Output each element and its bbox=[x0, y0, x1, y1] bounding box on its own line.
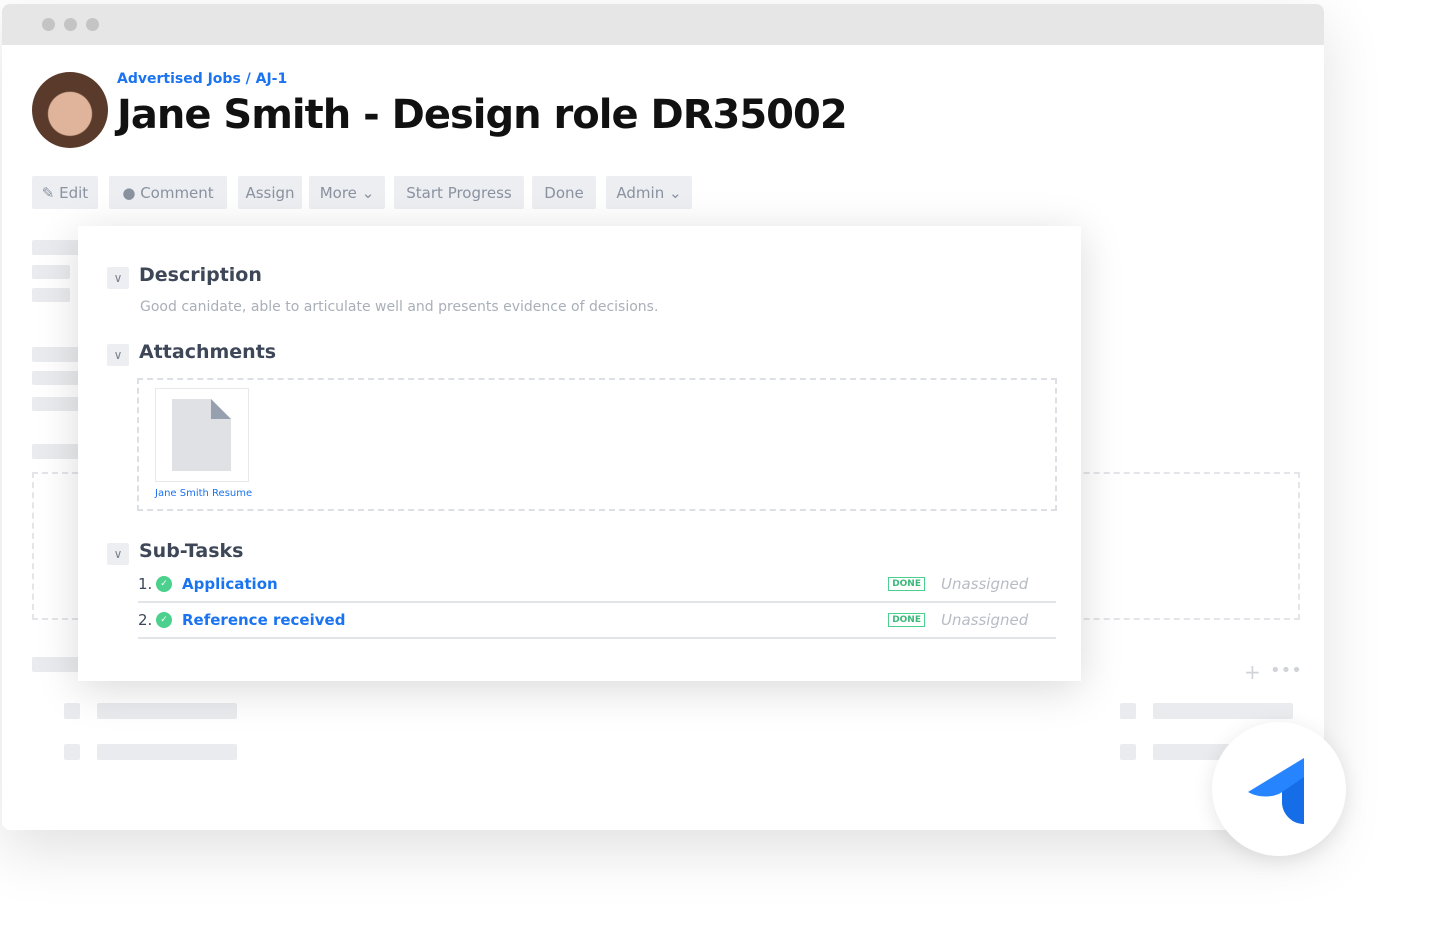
done-button[interactable]: Done bbox=[532, 176, 596, 209]
more-label: More bbox=[319, 183, 357, 202]
jira-logo-icon bbox=[1248, 758, 1304, 824]
attachment-name[interactable]: Jane Smith Resume bbox=[155, 488, 253, 499]
start-progress-button[interactable]: Start Progress bbox=[394, 176, 524, 209]
placeholder bbox=[32, 265, 70, 279]
placeholder bbox=[1153, 703, 1293, 719]
assignee[interactable]: Unassigned bbox=[941, 575, 1029, 593]
placeholder bbox=[1120, 744, 1136, 760]
placeholder bbox=[1120, 703, 1136, 719]
assign-button[interactable]: Assign bbox=[238, 176, 302, 209]
assignee[interactable]: Unassigned bbox=[941, 611, 1029, 629]
subtask-number: 1. bbox=[138, 575, 153, 593]
page-title: Jane Smith - Design role DR35002 bbox=[117, 92, 848, 138]
plus-icon[interactable]: + bbox=[1244, 660, 1261, 684]
window-dot[interactable] bbox=[42, 18, 55, 31]
description-text: Good canidate, able to articulate well a… bbox=[140, 299, 659, 315]
avatar bbox=[32, 72, 108, 148]
subtask-number: 2. bbox=[138, 611, 153, 629]
placeholder bbox=[64, 703, 80, 719]
jira-logo bbox=[1212, 722, 1346, 856]
placeholder bbox=[32, 657, 82, 672]
placeholder bbox=[97, 744, 237, 760]
chevron-down-icon[interactable]: ∨ bbox=[107, 267, 129, 289]
comment-icon: ● bbox=[122, 183, 136, 202]
subtask-link[interactable]: Application bbox=[182, 575, 278, 593]
comment-button[interactable]: ● Comment bbox=[109, 176, 227, 209]
placeholder bbox=[32, 397, 82, 411]
window-dot[interactable] bbox=[64, 18, 77, 31]
check-circle-icon: ✓ bbox=[156, 612, 172, 628]
check-circle-icon: ✓ bbox=[156, 576, 172, 592]
placeholder bbox=[32, 347, 82, 362]
chevron-down-icon: ⌄ bbox=[669, 183, 682, 202]
subtask-link[interactable]: Reference received bbox=[182, 611, 346, 629]
placeholder bbox=[32, 288, 70, 302]
subtask-row[interactable]: 2. ✓ Reference received DONE Unassigned bbox=[138, 603, 1056, 639]
subtask-row[interactable]: 1. ✓ Application DONE Unassigned bbox=[138, 567, 1056, 603]
attachment-thumbnail[interactable] bbox=[155, 388, 249, 482]
title-bar bbox=[2, 4, 1324, 45]
admin-button[interactable]: Admin ⌄ bbox=[606, 176, 692, 209]
status-badge: DONE bbox=[888, 613, 925, 627]
attachments-heading: Attachments bbox=[139, 341, 277, 363]
attachment-dropzone[interactable] bbox=[137, 378, 1057, 511]
chevron-down-icon[interactable]: ∨ bbox=[107, 543, 129, 565]
placeholder bbox=[32, 444, 82, 459]
edit-label: Edit bbox=[59, 183, 89, 202]
chevron-down-icon: ⌄ bbox=[361, 183, 375, 202]
window-dot[interactable] bbox=[86, 18, 99, 31]
pencil-icon: ✎ bbox=[41, 183, 55, 202]
more-button[interactable]: More ⌄ bbox=[309, 176, 385, 209]
issue-detail-card: ∨ Description Good canidate, able to art… bbox=[78, 226, 1081, 681]
chevron-down-icon[interactable]: ∨ bbox=[107, 344, 129, 366]
placeholder bbox=[97, 703, 237, 719]
breadcrumb[interactable]: Advertised Jobs / AJ-1 bbox=[117, 71, 288, 87]
comment-label: Comment bbox=[140, 183, 214, 202]
placeholder bbox=[64, 744, 80, 760]
status-badge: DONE bbox=[888, 577, 925, 591]
more-dots-icon[interactable]: ••• bbox=[1270, 660, 1302, 681]
file-icon bbox=[172, 399, 231, 471]
admin-label: Admin bbox=[616, 183, 665, 202]
placeholder bbox=[32, 240, 82, 255]
description-heading: Description bbox=[139, 264, 262, 286]
subtasks-heading: Sub-Tasks bbox=[139, 540, 244, 562]
placeholder bbox=[32, 371, 82, 385]
edit-button[interactable]: ✎ Edit bbox=[32, 176, 98, 209]
